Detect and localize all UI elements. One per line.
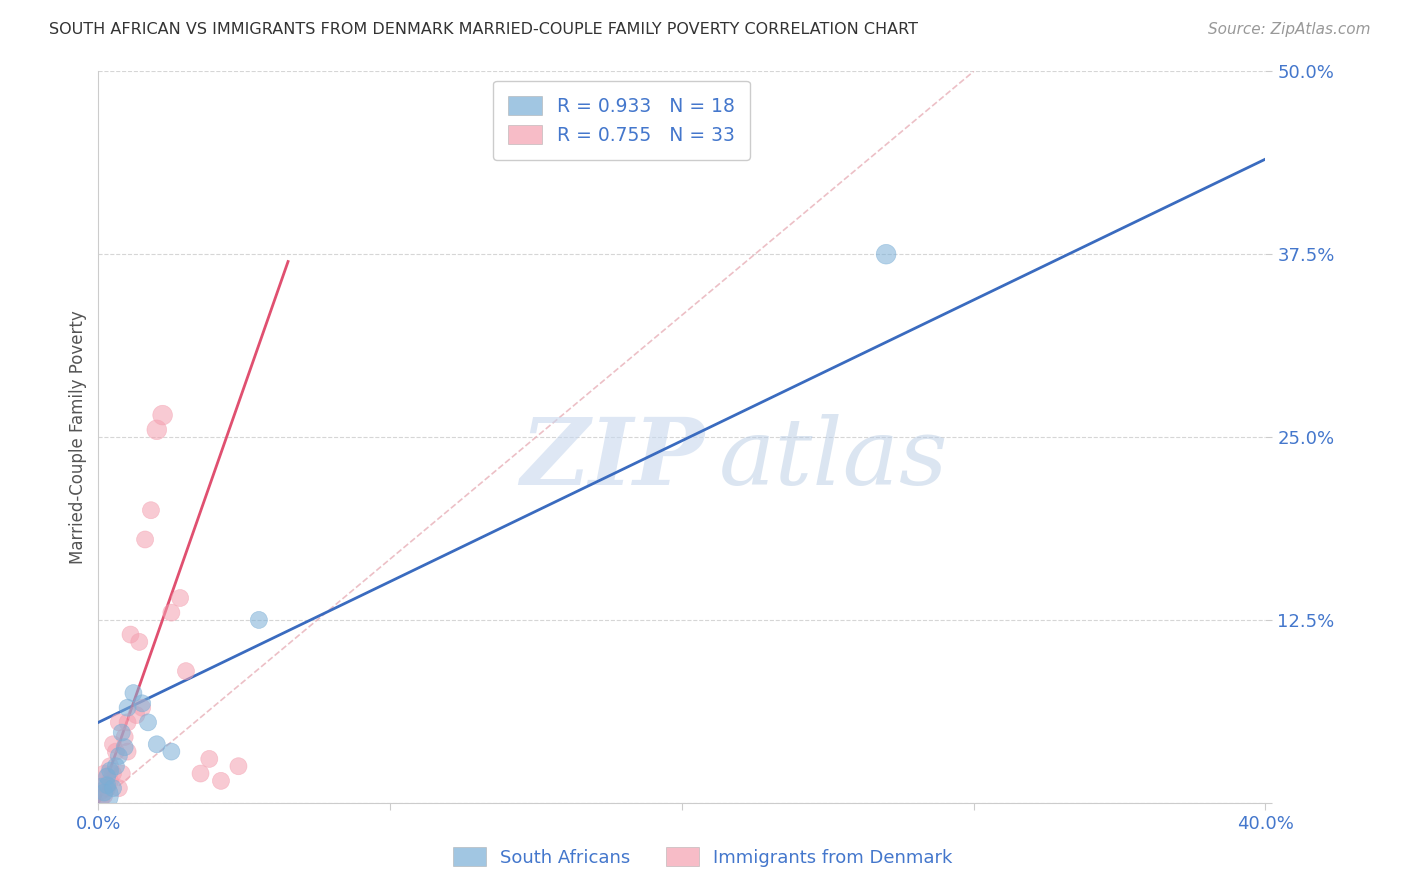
Point	[104, 759, 127, 773]
Point	[101, 766, 124, 780]
Legend: R = 0.933   N = 18, R = 0.755   N = 33: R = 0.933 N = 18, R = 0.755 N = 33	[494, 81, 749, 160]
Point	[108, 715, 131, 730]
Point	[93, 786, 115, 800]
Point	[160, 745, 183, 759]
Point	[114, 740, 136, 755]
Point	[96, 769, 118, 783]
Point	[117, 745, 139, 759]
Point	[98, 773, 121, 788]
Point	[98, 759, 121, 773]
Point	[125, 708, 148, 723]
Point	[108, 781, 131, 796]
Point	[117, 700, 139, 714]
Point	[134, 533, 156, 547]
Point	[146, 737, 169, 751]
Point	[90, 791, 112, 805]
Point	[146, 423, 169, 437]
Point	[90, 789, 112, 803]
Point	[111, 725, 134, 739]
Point	[90, 784, 112, 798]
Point	[108, 749, 131, 764]
Text: atlas: atlas	[718, 414, 949, 504]
Point	[96, 781, 118, 796]
Point	[93, 766, 115, 780]
Text: ZIP: ZIP	[520, 414, 704, 504]
Point	[101, 781, 124, 796]
Point	[198, 752, 221, 766]
Text: SOUTH AFRICAN VS IMMIGRANTS FROM DENMARK MARRIED-COUPLE FAMILY POVERTY CORRELATI: SOUTH AFRICAN VS IMMIGRANTS FROM DENMARK…	[49, 22, 918, 37]
Point	[114, 730, 136, 744]
Point	[247, 613, 270, 627]
Point	[120, 627, 142, 641]
Point	[160, 606, 183, 620]
Point	[98, 764, 121, 778]
Point	[190, 766, 212, 780]
Point	[111, 766, 134, 780]
Point	[104, 745, 127, 759]
Point	[152, 408, 174, 422]
Point	[209, 773, 232, 788]
Point	[93, 778, 115, 792]
Point	[131, 700, 153, 714]
Point	[101, 737, 124, 751]
Point	[139, 503, 162, 517]
Point	[875, 247, 897, 261]
Point	[136, 715, 159, 730]
Point	[96, 778, 118, 792]
Y-axis label: Married-Couple Family Poverty: Married-Couple Family Poverty	[69, 310, 87, 564]
Point	[228, 759, 250, 773]
Point	[93, 789, 115, 803]
Point	[131, 696, 153, 710]
Point	[96, 769, 118, 783]
Point	[128, 635, 150, 649]
Legend: South Africans, Immigrants from Denmark: South Africans, Immigrants from Denmark	[446, 840, 960, 874]
Text: Source: ZipAtlas.com: Source: ZipAtlas.com	[1208, 22, 1371, 37]
Point	[117, 715, 139, 730]
Point	[122, 686, 145, 700]
Point	[174, 664, 197, 678]
Point	[169, 591, 191, 605]
